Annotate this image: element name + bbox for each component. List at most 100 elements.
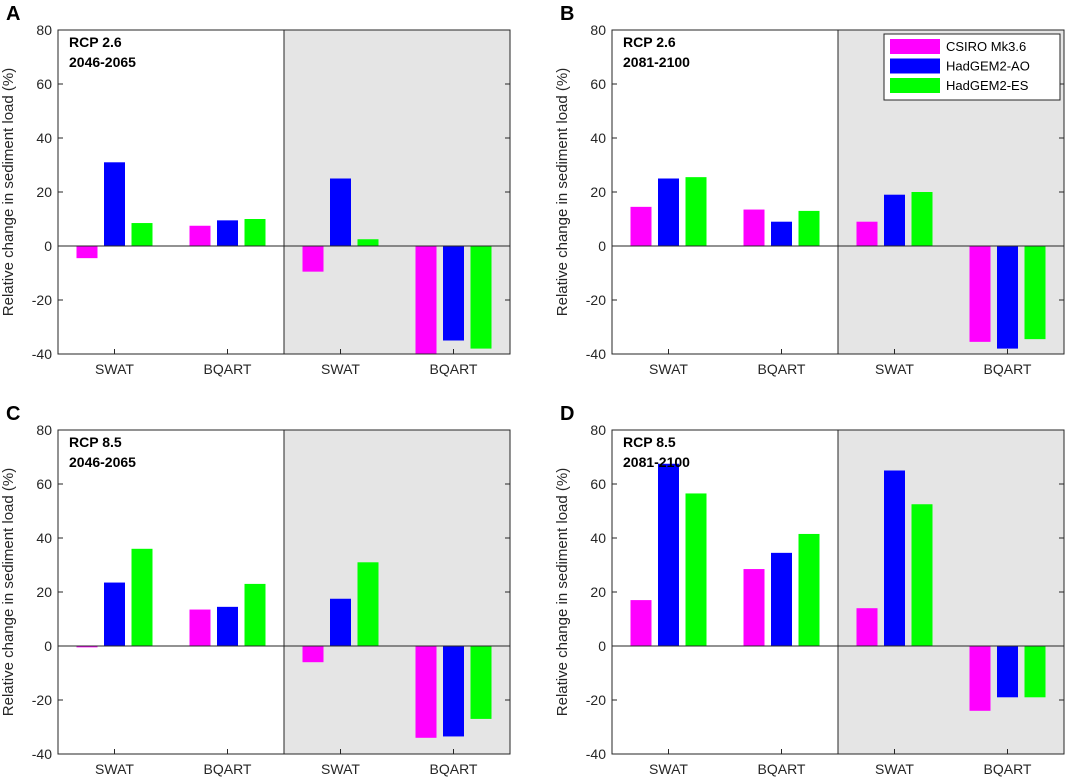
bar-hadgem2-ao-bqart-2 (217, 606, 238, 646)
period-label: 2081-2100 (623, 54, 690, 70)
y-tick-label: -40 (32, 346, 52, 362)
x-tick-label: SWAT (649, 361, 688, 377)
bar-hadgem2-es-bqart-4 (470, 246, 492, 349)
y-tick-label: 40 (590, 130, 606, 146)
x-tick-label: BQART (430, 361, 478, 377)
bar-hadgem2-es-swat-3 (911, 504, 933, 646)
bar-hadgem2-es-swat-3 (357, 562, 379, 646)
y-axis-label: Relative change in sediment load (%) (554, 68, 571, 316)
bar-csiro-mk3-6-swat-1 (76, 246, 98, 259)
bar-csiro-mk3-6-swat-3 (302, 646, 324, 663)
y-axis-label: Relative change in sediment load (%) (0, 468, 17, 716)
x-tick-label: BQART (984, 761, 1032, 777)
y-tick-label: 0 (44, 238, 52, 254)
bar-csiro-mk3-6-swat-1 (630, 600, 652, 646)
scenario-label: RCP 2.6 (623, 34, 676, 50)
panel-letter: B (560, 3, 574, 25)
y-tick-label: -20 (586, 292, 606, 308)
period-label: 2046-2065 (69, 54, 136, 70)
bar-hadgem2-es-bqart-2 (244, 219, 266, 246)
chart-panel-a: -40 -20 0 20 40 60 80 SWAT BQART SWAT BQART Relativ… (0, 3, 511, 377)
y-tick-label: 40 (590, 530, 606, 546)
y-axis-label: Relative change in sediment load (%) (0, 68, 17, 316)
scenario-label: RCP 8.5 (69, 434, 122, 450)
bar-csiro-mk3-6-bqart-2 (743, 209, 765, 246)
y-tick-label: -20 (32, 692, 52, 708)
bar-hadgem2-ao-swat-3 (330, 178, 351, 246)
x-tick-label: SWAT (321, 761, 360, 777)
legend-entry: HadGEM2-ES (946, 78, 1029, 93)
panel-letter: D (560, 403, 574, 425)
y-tick-label: 20 (590, 184, 606, 200)
bar-hadgem2-es-swat-3 (911, 192, 933, 246)
bar-hadgem2-es-bqart-4 (1024, 246, 1046, 340)
bar-hadgem2-ao-bqart-2 (771, 552, 792, 646)
x-tick-label: BQART (204, 761, 252, 777)
scenario-label: RCP 8.5 (623, 434, 676, 450)
bar-csiro-mk3-6-swat-1 (76, 646, 98, 648)
x-tick-label: SWAT (321, 361, 360, 377)
y-tick-label: -20 (32, 292, 52, 308)
bar-csiro-mk3-6-bqart-2 (743, 569, 765, 646)
y-tick-label: 40 (36, 130, 52, 146)
bar-hadgem2-es-swat-1 (685, 177, 707, 246)
legend-swatch (890, 58, 940, 74)
bar-hadgem2-es-bqart-4 (470, 646, 492, 719)
bar-hadgem2-es-bqart-2 (244, 583, 266, 646)
legend-entry: HadGEM2-AO (946, 59, 1030, 74)
y-tick-label: 20 (36, 584, 52, 600)
bar-csiro-mk3-6-bqart-4 (415, 246, 437, 354)
bar-csiro-mk3-6-swat-3 (302, 246, 324, 272)
chart-panel-b: -40 -20 0 20 40 60 80 SWAT BQART SWAT BQART Relativ… (554, 3, 1065, 377)
panel-letter: A (6, 3, 20, 25)
y-tick-label: 60 (590, 76, 606, 92)
bar-hadgem2-ao-swat-1 (104, 162, 125, 246)
x-tick-label: SWAT (95, 761, 134, 777)
bar-hadgem2-ao-bqart-4 (997, 646, 1018, 698)
y-tick-label: 80 (590, 22, 606, 38)
y-tick-label: -40 (32, 746, 52, 762)
bar-hadgem2-es-swat-1 (685, 493, 707, 646)
bar-hadgem2-ao-bqart-2 (217, 220, 238, 246)
chart-panel-d: -40 -20 0 20 40 60 80 SWAT BQART SWAT BQART Relativ… (554, 403, 1065, 777)
bar-hadgem2-es-bqart-4 (1024, 646, 1046, 698)
bar-hadgem2-es-swat-1 (131, 223, 153, 246)
bar-hadgem2-ao-bqart-4 (997, 246, 1018, 349)
x-tick-label: BQART (758, 761, 806, 777)
x-tick-label: BQART (758, 361, 806, 377)
y-tick-label: 80 (590, 422, 606, 438)
bar-hadgem2-es-swat-3 (357, 239, 379, 246)
legend-swatch (890, 39, 940, 54)
y-tick-label: 60 (590, 476, 606, 492)
y-tick-label: 40 (36, 530, 52, 546)
x-tick-label: BQART (430, 761, 478, 777)
bar-csiro-mk3-6-bqart-2 (189, 225, 211, 246)
y-tick-label: 20 (36, 184, 52, 200)
bar-hadgem2-ao-swat-3 (884, 470, 905, 646)
x-tick-label: SWAT (875, 761, 914, 777)
bar-hadgem2-ao-swat-1 (658, 463, 679, 646)
bar-hadgem2-es-swat-1 (131, 548, 153, 646)
bar-csiro-mk3-6-bqart-4 (969, 646, 991, 711)
y-tick-label: 80 (36, 22, 52, 38)
period-label: 2081-2100 (623, 454, 690, 470)
x-tick-label: SWAT (95, 361, 134, 377)
x-tick-label: BQART (984, 361, 1032, 377)
y-tick-label: 60 (36, 76, 52, 92)
legend-entry: CSIRO Mk3.6 (946, 39, 1026, 54)
y-tick-label: 0 (44, 638, 52, 654)
bar-csiro-mk3-6-swat-3 (856, 608, 878, 646)
y-axis-label: Relative change in sediment load (%) (554, 468, 571, 716)
legend: CSIRO Mk3.6 HadGEM2-AO HadGEM2-ES (883, 33, 1061, 101)
legend-swatch (890, 78, 940, 93)
scenario-label: RCP 2.6 (69, 34, 122, 50)
bar-hadgem2-ao-swat-3 (330, 598, 351, 646)
bar-hadgem2-ao-bqart-4 (443, 246, 464, 341)
bar-hadgem2-ao-swat-3 (884, 194, 905, 246)
bar-hadgem2-ao-bqart-4 (443, 646, 464, 737)
shaded-region (838, 430, 1064, 754)
y-tick-label: -40 (586, 346, 606, 362)
bar-csiro-mk3-6-swat-3 (856, 221, 878, 246)
bar-hadgem2-ao-swat-1 (104, 582, 125, 646)
y-tick-label: 0 (598, 638, 606, 654)
